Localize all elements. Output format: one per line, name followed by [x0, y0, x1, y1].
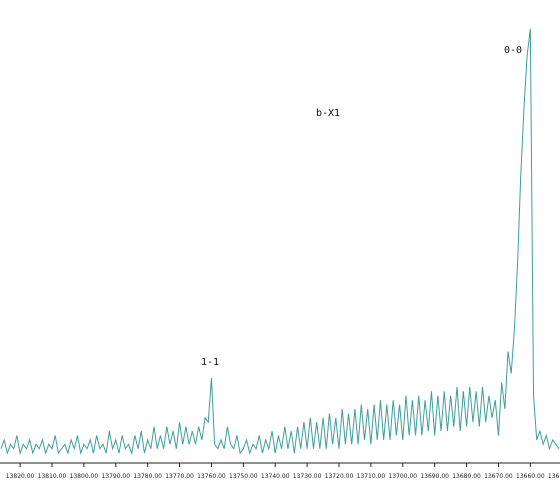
x-tick-label: 13780.00 [133, 473, 162, 480]
x-tick-label: 13660.00 [516, 473, 545, 480]
x-tick-label: 13760.00 [197, 473, 226, 480]
x-tick-label: 13800.00 [70, 473, 99, 480]
x-tick-label: 13650.00 [548, 473, 560, 480]
x-tick-label: 13720.00 [325, 473, 354, 480]
annotation: 1-1 [201, 357, 219, 368]
x-tick-label: 13690.00 [420, 473, 449, 480]
x-tick-label: 13670.00 [484, 473, 513, 480]
x-tick-label: 13820.00 [6, 473, 35, 480]
x-tick-label: 13810.00 [38, 473, 67, 480]
annotation: 0-0 [504, 45, 522, 56]
x-tick-label: 13680.00 [452, 473, 481, 480]
x-tick-label: 13740.00 [261, 473, 290, 480]
x-tick-label: 13710.00 [357, 473, 386, 480]
x-tick-label: 13790.00 [101, 473, 130, 480]
spectrum-line [0, 28, 560, 456]
x-tick-label: 13700.00 [388, 473, 417, 480]
annotation: b-X1 [316, 108, 340, 119]
x-tick-label: 13770.00 [165, 473, 194, 480]
x-tick-label: 13730.00 [293, 473, 322, 480]
x-tick-label: 13750.00 [229, 473, 258, 480]
